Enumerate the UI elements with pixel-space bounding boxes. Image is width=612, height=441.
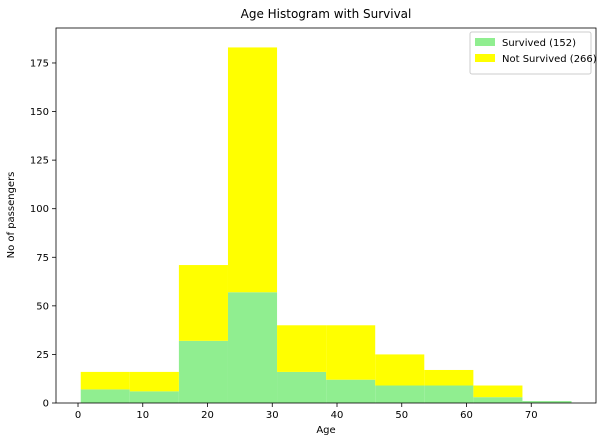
legend: Survived (152) Not Survived (266) xyxy=(469,31,597,75)
x-tick-label: 10 xyxy=(136,410,149,421)
y-tick-label: 50 xyxy=(36,301,49,312)
bar-series0-bin2 xyxy=(178,340,228,403)
chart-title: Age Histogram with Survival xyxy=(241,7,412,21)
y-tick-label: 100 xyxy=(30,204,49,215)
bars-group xyxy=(80,47,572,403)
bar-series0-bin9 xyxy=(522,401,572,403)
legend-box xyxy=(469,31,592,75)
x-tick-label: 20 xyxy=(201,410,214,421)
y-axis: 0 25 50 75 100 125 150 175 xyxy=(30,58,56,410)
bar-series1-bin2 xyxy=(178,265,228,341)
x-tick-label: 40 xyxy=(331,410,344,421)
bar-series1-bin6 xyxy=(375,354,425,386)
x-tick-label: 70 xyxy=(525,410,538,421)
legend-swatch xyxy=(475,54,495,62)
bar-series1-bin3 xyxy=(227,47,278,293)
plot-frame xyxy=(55,27,597,404)
x-tick-label: 50 xyxy=(395,410,408,421)
bar-series0-bin6 xyxy=(375,385,425,403)
bar-series1-bin7 xyxy=(424,369,474,386)
bar-series1-bin8 xyxy=(473,385,523,398)
y-tick-label: 25 xyxy=(36,350,49,361)
x-tick-label: 0 xyxy=(75,410,81,421)
x-tick-label: 60 xyxy=(460,410,473,421)
y-tick-label: 125 xyxy=(30,156,49,167)
bar-series1-bin1 xyxy=(129,371,179,392)
bar-series0-bin1 xyxy=(129,391,179,403)
bar-series1-bin5 xyxy=(326,325,376,380)
bar-series0-bin5 xyxy=(326,379,376,403)
bar-series0-bin4 xyxy=(277,371,327,403)
legend-label: Not Survived (266) xyxy=(502,54,597,65)
bar-series1-bin0 xyxy=(80,371,130,390)
x-axis: 0 10 20 30 40 50 60 70 xyxy=(75,403,538,421)
legend-label: Survived (152) xyxy=(502,38,576,49)
y-tick-label: 75 xyxy=(36,253,49,264)
legend-swatch xyxy=(475,38,495,46)
bar-series0-bin0 xyxy=(80,389,130,403)
x-axis-label: Age xyxy=(316,425,335,436)
y-tick-label: 175 xyxy=(30,58,49,69)
bar-series0-bin8 xyxy=(473,397,523,403)
y-tick-label: 0 xyxy=(43,399,49,410)
x-tick-label: 30 xyxy=(266,410,279,421)
bar-series1-bin4 xyxy=(277,325,327,372)
y-tick-label: 150 xyxy=(30,107,49,118)
bar-series0-bin7 xyxy=(424,385,474,403)
bar-series0-bin3 xyxy=(227,292,278,403)
y-axis-label: No of passengers xyxy=(6,172,17,259)
